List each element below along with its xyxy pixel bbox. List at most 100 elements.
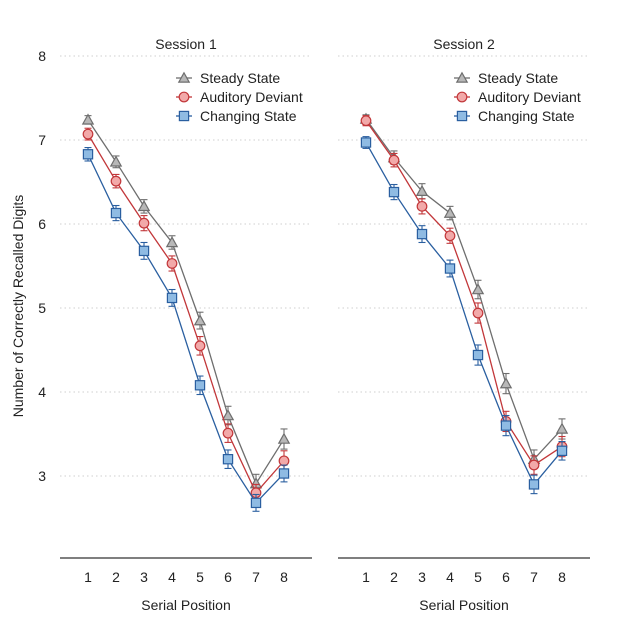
series-line — [87, 119, 285, 485]
data-point — [499, 377, 513, 389]
legend-item: Steady State — [454, 70, 558, 86]
x-tick-label: 1 — [84, 569, 92, 585]
data-point — [388, 186, 400, 198]
data-point — [500, 420, 512, 431]
data-point — [444, 230, 456, 242]
legend-label: Changing State — [200, 108, 297, 124]
legend-label: Auditory Deviant — [478, 89, 581, 105]
x-tick-label: 5 — [196, 569, 204, 585]
x-tick-label: 6 — [224, 569, 232, 585]
x-tick-label: 1 — [362, 569, 370, 585]
data-point — [415, 184, 429, 196]
x-tick-label: 7 — [252, 569, 260, 585]
data-point — [250, 497, 262, 509]
data-point — [137, 199, 151, 212]
y-tick-label: 5 — [38, 300, 46, 316]
x-tick-label: 5 — [474, 569, 482, 585]
data-point — [472, 349, 484, 361]
legend-marker — [455, 71, 469, 83]
y-tick-label: 7 — [38, 132, 46, 148]
series-auditory-deviant — [360, 115, 568, 475]
legend-item: Changing State — [454, 108, 575, 124]
x-tick-label: 4 — [168, 569, 176, 585]
legend-item: Changing State — [176, 108, 297, 124]
legend-marker — [177, 71, 191, 83]
legend-label: Changing State — [478, 108, 575, 124]
x-tick-label: 2 — [112, 569, 120, 585]
legend-marker — [178, 110, 190, 122]
data-point — [556, 445, 568, 457]
series-changing-state — [360, 136, 568, 495]
data-point — [166, 258, 178, 269]
panel-1: 3 4 5 6 7 8 Session 1 1 2 3 4 5 6 7 8 Serial Position St… — [38, 36, 312, 613]
series-line — [87, 154, 285, 504]
legend-marker — [178, 91, 190, 103]
data-point — [555, 422, 569, 434]
data-point — [166, 292, 178, 304]
series-line — [87, 133, 285, 494]
x-axis-title: Serial Position — [419, 597, 509, 613]
x-tick-label: 8 — [558, 569, 566, 585]
y-axis-title: Number of Correctly Recalled Digits — [10, 195, 26, 418]
x-tick-label: 7 — [530, 569, 538, 585]
data-point — [109, 155, 123, 167]
data-point — [193, 314, 207, 326]
series-changing-state — [82, 147, 290, 512]
data-point — [165, 236, 179, 248]
x-tick-label: 8 — [280, 569, 288, 585]
data-point — [528, 479, 540, 490]
data-point — [138, 217, 150, 229]
x-tick-label: 4 — [446, 569, 454, 585]
data-point — [81, 113, 95, 125]
legend-item: Steady State — [176, 70, 280, 86]
data-point — [222, 454, 234, 465]
y-tick-label: 4 — [38, 384, 46, 400]
series-auditory-deviant — [82, 127, 290, 502]
x-tick-label: 2 — [390, 569, 398, 585]
data-point — [277, 432, 291, 444]
data-point — [278, 455, 290, 467]
y-tick-label: 8 — [38, 48, 46, 64]
panel-title: Session 2 — [433, 36, 495, 52]
data-point — [221, 409, 235, 421]
data-point — [360, 137, 372, 148]
y-axis-title-group: Number of Correctly Recalled Digits — [10, 195, 26, 418]
data-point — [278, 468, 290, 479]
legend-label: Steady State — [478, 70, 558, 86]
x-axis-title: Serial Position — [141, 597, 231, 613]
data-point — [443, 206, 457, 218]
panel-title: Session 1 — [155, 36, 217, 52]
data-point — [388, 154, 400, 166]
data-point — [471, 283, 485, 295]
legend-marker — [456, 91, 468, 103]
legend-item: Auditory Deviant — [454, 89, 581, 105]
legend-item: Auditory Deviant — [176, 89, 303, 105]
series-line — [365, 142, 563, 486]
data-point — [110, 175, 122, 187]
x-tick-label: 6 — [502, 569, 510, 585]
data-point — [194, 380, 206, 391]
data-point — [194, 340, 206, 352]
data-point — [82, 149, 94, 160]
data-point — [138, 245, 150, 257]
series-line — [365, 120, 563, 466]
x-tick-label: 3 — [140, 569, 148, 585]
panel-2: Session 2 1 2 3 4 5 6 7 8 Serial Position Steady S… — [338, 36, 590, 613]
data-point — [528, 459, 540, 471]
y-tick-label: 3 — [38, 468, 46, 484]
x-tick-label: 3 — [418, 569, 426, 585]
data-point — [416, 200, 428, 212]
series-steady-state — [81, 113, 291, 494]
series-steady-state — [359, 112, 569, 469]
data-point — [360, 115, 372, 127]
data-point — [110, 207, 122, 219]
data-point — [472, 307, 484, 319]
legend-label: Steady State — [200, 70, 280, 86]
data-point — [416, 228, 428, 240]
legend-marker — [456, 110, 468, 122]
data-point — [444, 263, 456, 274]
data-point — [82, 128, 94, 140]
legend-label: Auditory Deviant — [200, 89, 303, 105]
data-point — [222, 427, 234, 439]
